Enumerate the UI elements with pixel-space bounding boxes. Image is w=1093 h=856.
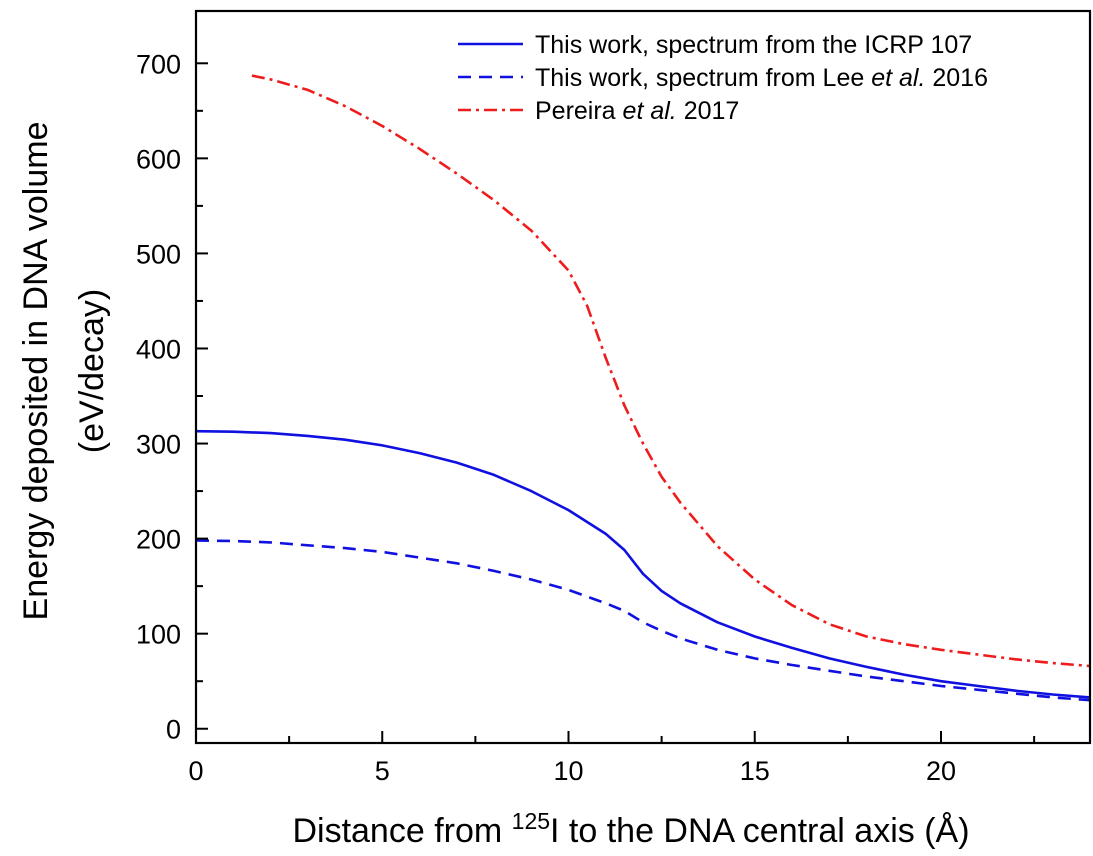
legend-label-part: et al. — [871, 64, 925, 92]
axis-ticks — [195, 62, 1036, 743]
x-tick-label: 5 — [375, 756, 390, 786]
y-tick-label: 300 — [136, 430, 181, 460]
series-group — [195, 74, 1091, 702]
y-tick-label: 500 — [136, 239, 181, 269]
series-line-3 — [251, 74, 1091, 668]
x-tick-label: 0 — [188, 756, 203, 786]
legend-label-part: This work, spectrum from Lee — [535, 64, 871, 92]
y-tick-label: 400 — [136, 334, 181, 364]
plot-area-frame — [194, 9, 1092, 745]
series-line-2 — [195, 539, 1091, 702]
y-tick-label: 0 — [166, 715, 181, 745]
x-tick-label: 20 — [926, 756, 956, 786]
x-tick-label: 10 — [553, 756, 583, 786]
x-tick-label: 15 — [740, 756, 770, 786]
legend-label-part: 2016 — [925, 64, 988, 92]
legend-label-3: Pereira et al. 2017 — [535, 97, 739, 125]
y-tick-label: 100 — [136, 620, 181, 650]
x-axis-title-post: I to the DNA central axis (Å) — [550, 812, 970, 850]
y-axis-title-line1: Energy deposited in DNA volume — [17, 122, 55, 621]
y-axis-title-line2: (eV/decay) — [73, 289, 111, 453]
legend-label-2: This work, spectrum from Lee et al. 2016 — [535, 64, 988, 92]
legend-label-part: Pereira — [535, 97, 623, 125]
legend-label-part: et al. — [623, 97, 677, 125]
series-line-1 — [195, 429, 1091, 699]
legend: This work, spectrum from the ICRP 107 Thi… — [458, 31, 988, 125]
y-tick-label: 200 — [136, 525, 181, 555]
x-axis-title-pre: Distance from — [292, 812, 511, 850]
x-axis-title-superscript: 125 — [512, 808, 550, 834]
legend-label-1: This work, spectrum from the ICRP 107 — [535, 31, 972, 59]
legend-label-part: This work, spectrum from the ICRP 107 — [535, 31, 972, 59]
legend-label-part: 2017 — [677, 97, 740, 125]
y-tick-label: 700 — [136, 49, 181, 79]
x-axis-title: Distance from 125I to the DNA central ax… — [292, 808, 969, 850]
y-tick-label: 600 — [136, 144, 181, 174]
